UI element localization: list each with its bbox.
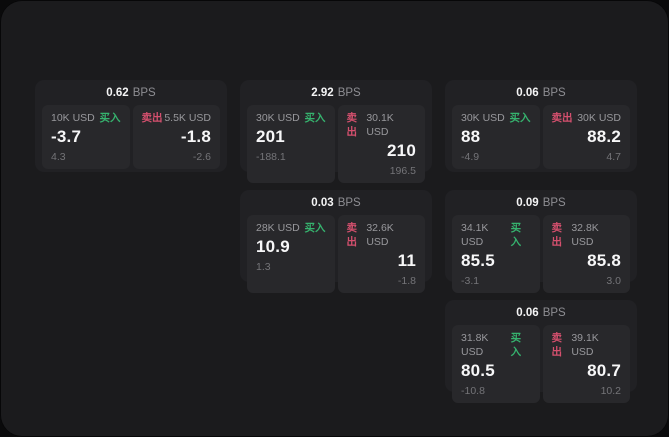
quote-card: 2.92 BPS 30K USD 买入 201 -188.1 卖出 30.1K U… bbox=[240, 80, 432, 183]
buy-price: 10.9 bbox=[256, 237, 290, 256]
quote-card: 0.62 BPS 10K USD 买入 -3.7 4.3 卖出 5.5K USD bbox=[35, 80, 227, 172]
buy-price: 85.5 bbox=[461, 251, 495, 270]
buy-sell-panels: 30K USD 买入 201 -188.1 卖出 30.1K USD 210 1… bbox=[247, 105, 425, 183]
sell-side-label: 卖出 bbox=[551, 332, 563, 358]
bps-unit-label: BPS bbox=[337, 87, 361, 99]
sell-amount: 5.5K USD bbox=[164, 112, 211, 124]
bps-unit-label: BPS bbox=[542, 307, 566, 319]
buy-amount: 31.8K USD bbox=[461, 332, 489, 358]
sell-panel[interactable]: 卖出 39.1K USD 80.7 10.2 bbox=[542, 325, 630, 403]
buy-panel[interactable]: 10K USD 买入 -3.7 4.3 bbox=[42, 105, 130, 169]
bps-header: 2.92 BPS bbox=[247, 85, 425, 102]
quote-card: 0.03 BPS 28K USD 买入 10.9 1.3 卖出 32.6K USD bbox=[240, 190, 432, 293]
sell-price: -1.8 bbox=[180, 127, 211, 146]
sell-panel[interactable]: 卖出 30.1K USD 210 196.5 bbox=[337, 105, 425, 183]
sell-side-label: 卖出 bbox=[346, 112, 358, 138]
bps-value: 2.92 bbox=[311, 87, 334, 99]
buy-sell-panels: 34.1K USD 买入 85.5 -3.1 卖出 32.8K USD 85.8… bbox=[452, 215, 630, 293]
buy-panel[interactable]: 30K USD 买入 88 -4.9 bbox=[452, 105, 540, 169]
quote-card: 0.06 BPS 30K USD 买入 88 -4.9 卖出 30K USD bbox=[445, 80, 637, 172]
sell-side-label: 卖出 bbox=[551, 222, 563, 248]
sell-amount: 30K USD bbox=[577, 112, 621, 124]
sell-panel[interactable]: 卖出 32.8K USD 85.8 3.0 bbox=[542, 215, 630, 293]
buy-price: -3.7 bbox=[51, 127, 82, 146]
buy-delta: -4.9 bbox=[461, 151, 480, 163]
buy-amount: 10K USD bbox=[51, 112, 95, 124]
bps-value: 0.03 bbox=[311, 197, 334, 209]
bps-unit-label: BPS bbox=[337, 197, 361, 209]
buy-delta: -3.1 bbox=[461, 275, 480, 287]
buy-price: 88 bbox=[461, 127, 481, 146]
bps-value: 0.06 bbox=[516, 307, 539, 319]
buy-delta: -188.1 bbox=[256, 151, 286, 163]
buy-sell-panels: 30K USD 买入 88 -4.9 卖出 30K USD 88.2 4.7 bbox=[452, 105, 630, 169]
sell-delta: 196.5 bbox=[389, 165, 416, 177]
sell-price: 85.8 bbox=[587, 251, 621, 270]
sell-amount: 39.1K USD bbox=[571, 332, 599, 358]
buy-side-label: 买入 bbox=[99, 112, 121, 124]
bps-unit-label: BPS bbox=[132, 87, 156, 99]
sell-amount: 32.8K USD bbox=[571, 222, 599, 248]
sell-side-label: 卖出 bbox=[551, 112, 573, 124]
sell-side-label: 卖出 bbox=[141, 112, 163, 124]
buy-delta: 4.3 bbox=[51, 151, 66, 163]
quote-cards-grid: 0.62 BPS 10K USD 买入 -3.7 4.3 卖出 5.5K USD bbox=[35, 80, 637, 403]
buy-price: 201 bbox=[256, 127, 285, 146]
buy-sell-panels: 28K USD 买入 10.9 1.3 卖出 32.6K USD 11 -1.8 bbox=[247, 215, 425, 293]
bps-header: 0.03 BPS bbox=[247, 195, 425, 212]
buy-amount: 34.1K USD bbox=[461, 222, 489, 248]
buy-price: 80.5 bbox=[461, 361, 495, 380]
sell-delta: 10.2 bbox=[600, 385, 621, 397]
buy-sell-panels: 10K USD 买入 -3.7 4.3 卖出 5.5K USD -1.8 -2.… bbox=[42, 105, 220, 169]
buy-sell-panels: 31.8K USD 买入 80.5 -10.8 卖出 39.1K USD 80.… bbox=[452, 325, 630, 403]
buy-side-label: 买入 bbox=[509, 112, 531, 124]
buy-side-label: 买入 bbox=[304, 112, 326, 124]
quote-card: 0.06 BPS 31.8K USD 买入 80.5 -10.8 卖出 39.1K… bbox=[445, 300, 637, 403]
sell-panel[interactable]: 卖出 5.5K USD -1.8 -2.6 bbox=[132, 105, 220, 169]
sell-price: 11 bbox=[397, 251, 416, 270]
sell-panel[interactable]: 卖出 32.6K USD 11 -1.8 bbox=[337, 215, 425, 293]
sell-delta: 4.7 bbox=[606, 151, 621, 163]
buy-side-label: 买入 bbox=[510, 332, 522, 358]
sell-delta: -2.6 bbox=[192, 151, 211, 163]
sell-amount: 30.1K USD bbox=[366, 112, 394, 138]
bps-value: 0.62 bbox=[106, 87, 129, 99]
quote-card: 0.09 BPS 34.1K USD 买入 85.5 -3.1 卖出 32.8K … bbox=[445, 190, 637, 293]
buy-amount: 30K USD bbox=[461, 112, 505, 124]
buy-panel[interactable]: 34.1K USD 买入 85.5 -3.1 bbox=[452, 215, 540, 293]
buy-side-label: 买入 bbox=[510, 222, 522, 248]
buy-side-label: 买入 bbox=[304, 222, 326, 234]
buy-amount: 28K USD bbox=[256, 222, 300, 234]
bps-value: 0.09 bbox=[516, 197, 539, 209]
sell-amount: 32.6K USD bbox=[366, 222, 394, 248]
sell-price: 88.2 bbox=[587, 127, 621, 146]
buy-panel[interactable]: 31.8K USD 买入 80.5 -10.8 bbox=[452, 325, 540, 403]
sell-side-label: 卖出 bbox=[346, 222, 358, 248]
sell-delta: 3.0 bbox=[606, 275, 621, 287]
sell-panel[interactable]: 卖出 30K USD 88.2 4.7 bbox=[542, 105, 630, 169]
bps-header: 0.06 BPS bbox=[452, 85, 630, 102]
buy-delta: 1.3 bbox=[256, 261, 271, 273]
bps-value: 0.06 bbox=[516, 87, 539, 99]
bps-header: 0.62 BPS bbox=[42, 85, 220, 102]
bps-unit-label: BPS bbox=[542, 87, 566, 99]
sell-price: 80.7 bbox=[587, 361, 621, 380]
bps-header: 0.06 BPS bbox=[452, 305, 630, 322]
bps-unit-label: BPS bbox=[542, 197, 566, 209]
buy-panel[interactable]: 28K USD 买入 10.9 1.3 bbox=[247, 215, 335, 293]
bps-header: 0.09 BPS bbox=[452, 195, 630, 212]
sell-delta: -1.8 bbox=[397, 275, 416, 287]
buy-panel[interactable]: 30K USD 买入 201 -188.1 bbox=[247, 105, 335, 183]
buy-delta: -10.8 bbox=[461, 385, 485, 397]
sell-price: 210 bbox=[387, 141, 416, 160]
buy-amount: 30K USD bbox=[256, 112, 300, 124]
